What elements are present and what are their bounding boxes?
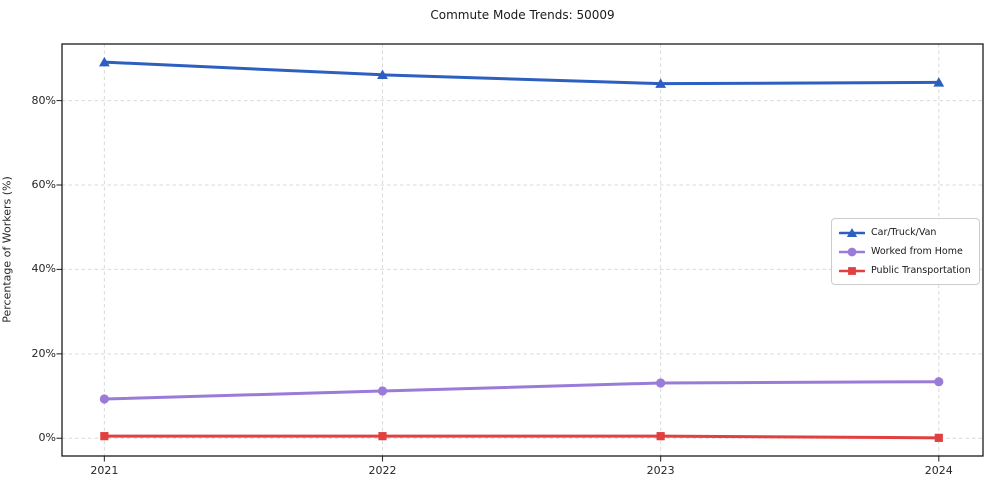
y-tick-label: 0% <box>38 431 56 445</box>
y-tick-label: 40% <box>31 262 56 276</box>
y-tick-label: 80% <box>31 93 56 107</box>
x-tick-label: 2024 <box>924 464 953 477</box>
legend-item-car-truck-van: Car/Truck/Van <box>839 225 971 240</box>
legend-item-worked-from-home: Worked from Home <box>839 244 971 259</box>
legend-marker-circle-icon <box>839 247 865 256</box>
legend-marker-square-icon <box>839 266 865 275</box>
x-tick-label: 2021 <box>90 464 119 477</box>
chart-title: Commute Mode Trends: 50009 <box>430 8 615 22</box>
legend-label: Worked from Home <box>871 246 963 257</box>
x-tick-label: 2023 <box>646 464 675 477</box>
y-tick-label: 60% <box>31 177 56 191</box>
legend-label: Car/Truck/Van <box>871 227 937 238</box>
y-tick-label: 20% <box>31 346 56 360</box>
x-tick-label: 2022 <box>368 464 397 477</box>
legend: Car/Truck/Van Worked from Home Public Tr… <box>831 218 980 285</box>
legend-label: Public Transportation <box>871 265 971 276</box>
legend-marker-triangle-icon <box>839 227 865 237</box>
legend-item-public-transportation: Public Transportation <box>839 263 971 278</box>
